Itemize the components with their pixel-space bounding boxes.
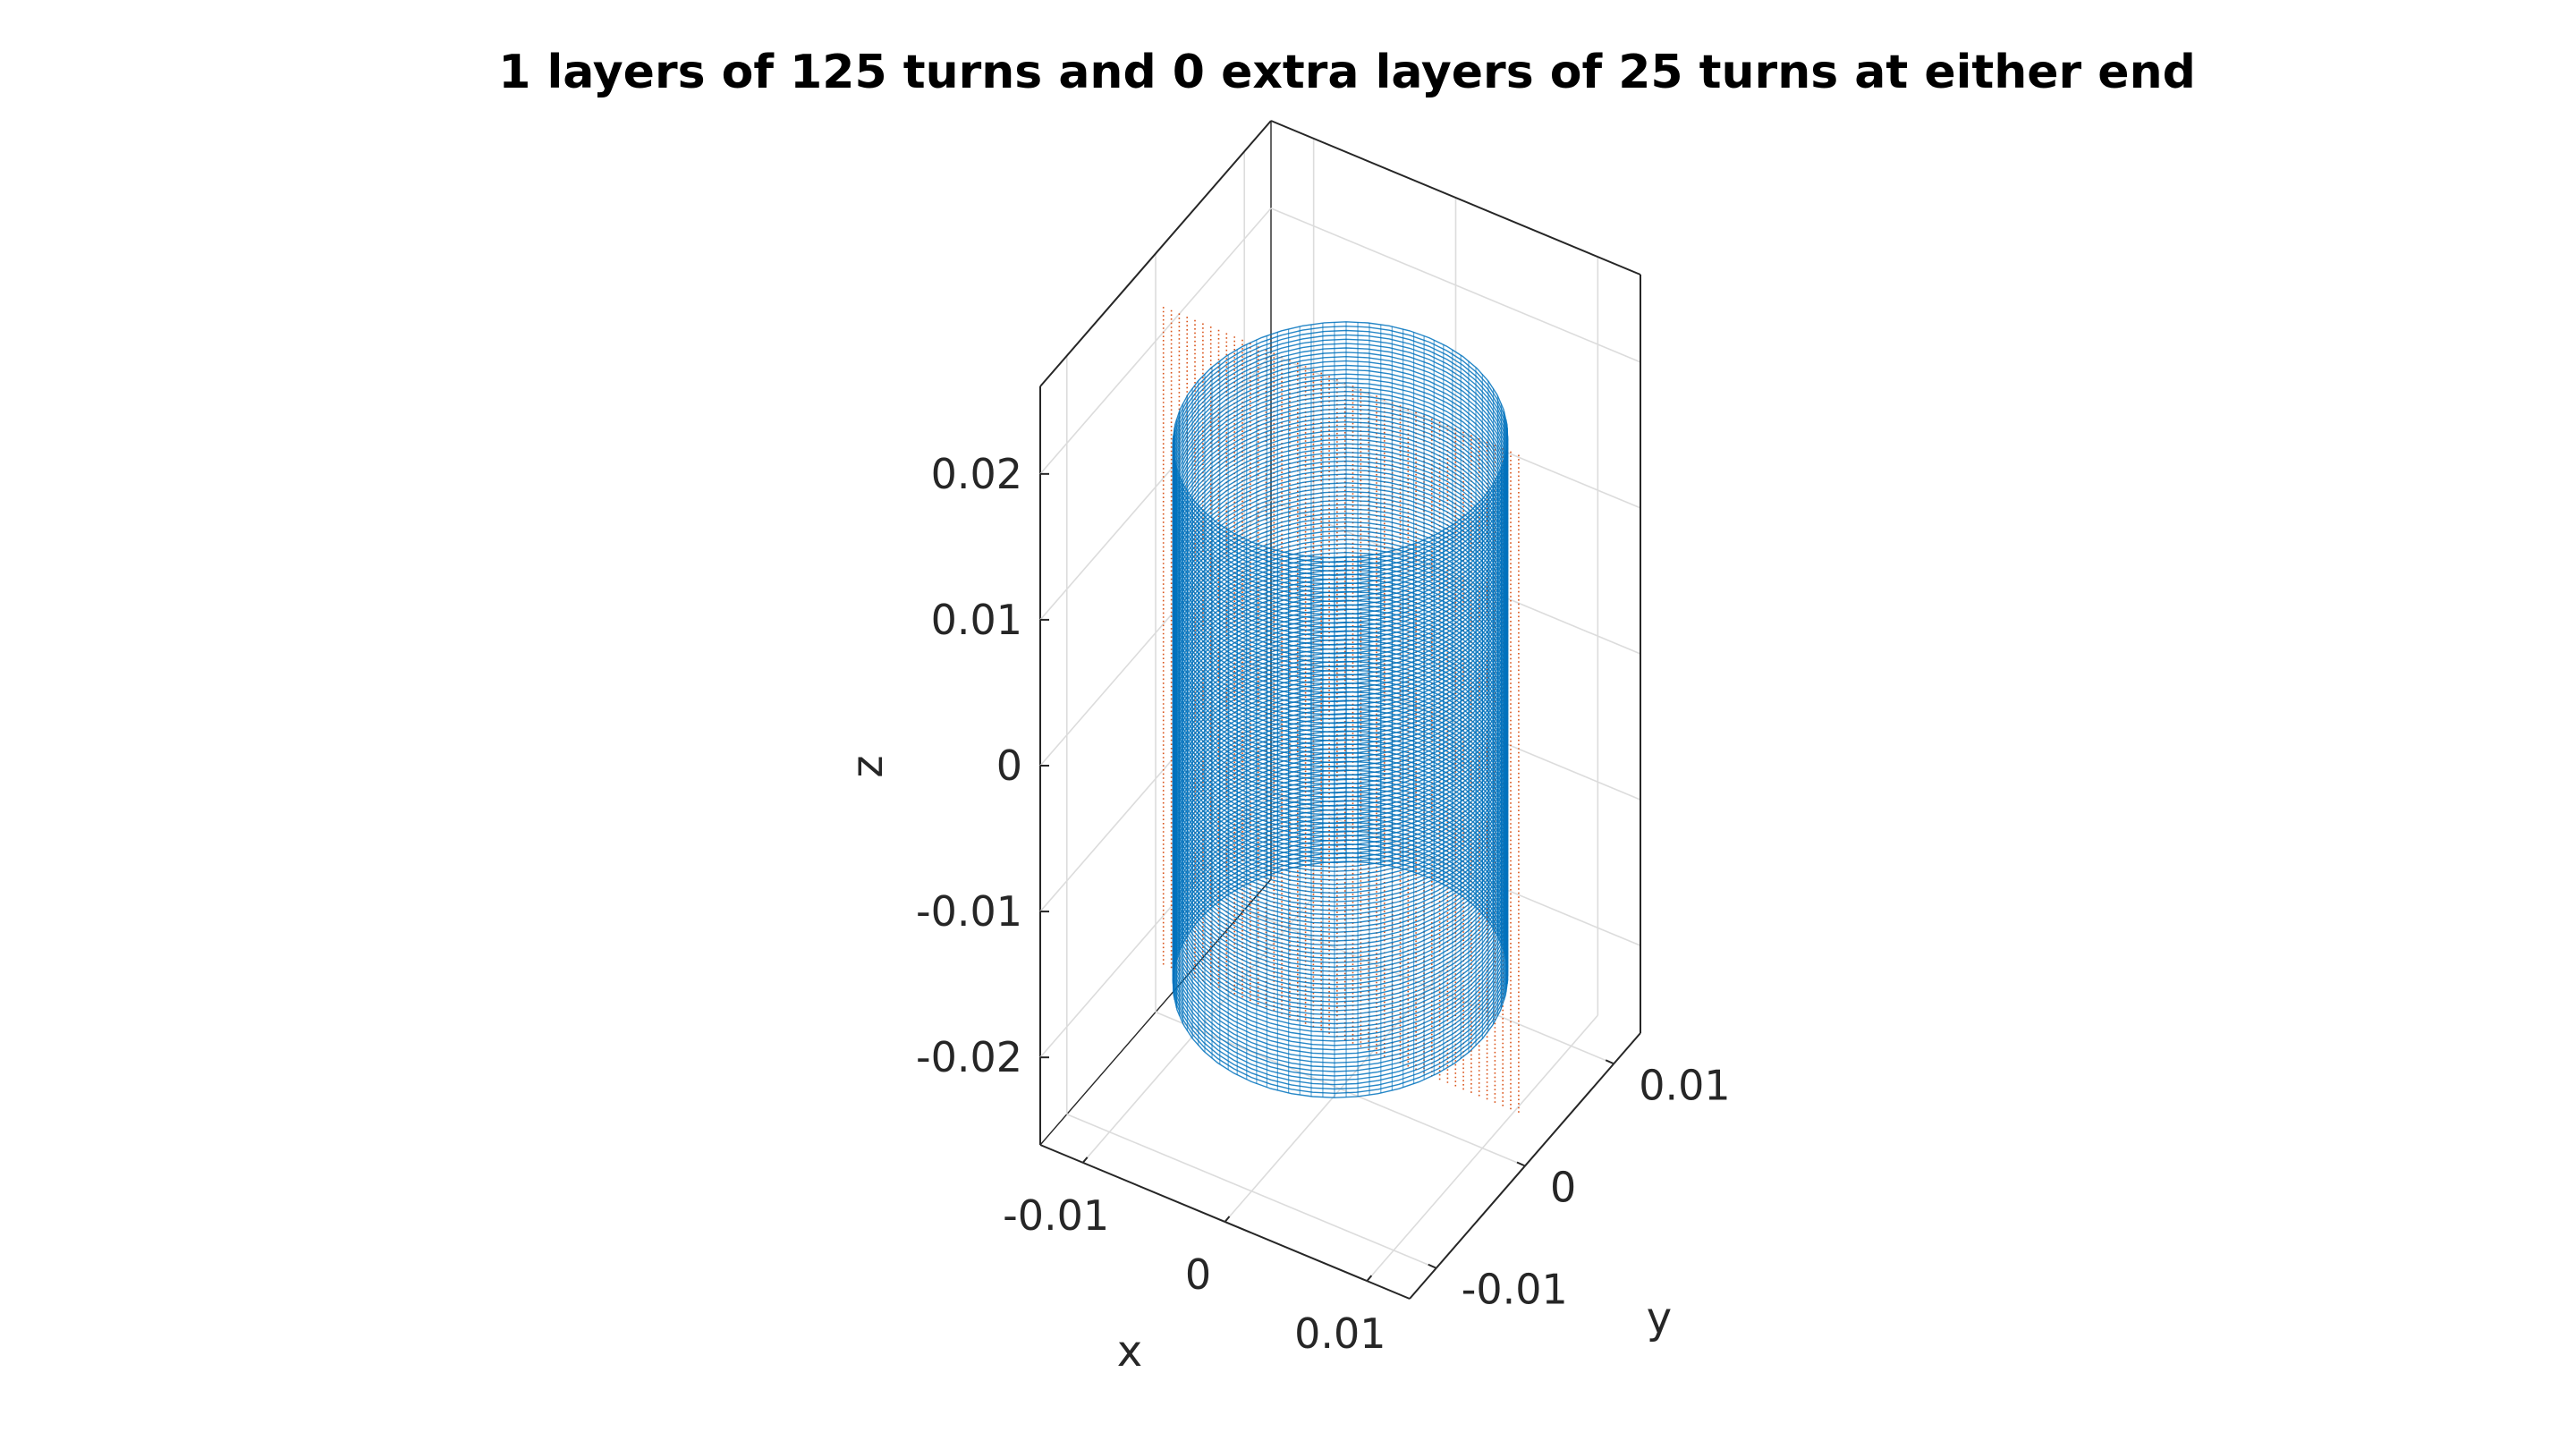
red-point-column — [1399, 405, 1402, 1063]
red-point-column — [1415, 411, 1417, 1071]
y-tick-mark — [1516, 1161, 1526, 1167]
z-tick-label: -0.02 — [916, 1033, 1022, 1081]
red-point-column — [1510, 451, 1512, 1110]
y-tick-label: 0 — [1550, 1164, 1576, 1212]
axes-front-box — [1039, 120, 1641, 1033]
red-point-column — [1343, 382, 1346, 1041]
z-tick-label: 0 — [996, 741, 1022, 790]
grid-line-y-floor — [1243, 909, 1614, 1065]
red-point-column — [1170, 309, 1173, 969]
grid-line-z-side — [1039, 645, 1272, 912]
tick-labels: -0.02 -0.01 0 0.01 0.02 -0.01 0 0.01 -0.01 0 0.01 — [916, 450, 1731, 1358]
y-axis-label: y — [1647, 1293, 1672, 1343]
grid-line-z-back — [1270, 208, 1641, 363]
x-tick-mark — [1081, 1157, 1089, 1164]
z-tick-label: -0.01 — [916, 887, 1022, 936]
z-tick-label: 0.01 — [931, 596, 1022, 644]
x-tick-mark — [1366, 1275, 1373, 1282]
red-point-column — [1162, 307, 1165, 965]
red-point-column — [1281, 356, 1283, 1014]
grid-line-z-side — [1039, 208, 1272, 475]
y-tick-label: -0.01 — [1462, 1266, 1568, 1314]
x-axis-label: x — [1117, 1326, 1142, 1377]
grid-line-z-back — [1270, 791, 1641, 946]
red-point-column — [1518, 454, 1520, 1113]
grid-line-z-back — [1270, 499, 1641, 655]
series-blue-coil — [1172, 321, 1509, 1098]
box-edge-top-left — [1039, 120, 1272, 387]
z-axis-label: z — [843, 755, 893, 777]
chart-title: 1 layers of 125 turns and 0 extra layers… — [498, 46, 2196, 99]
z-tick-label: 0.02 — [931, 450, 1022, 498]
grid-line-y-floor — [1066, 1113, 1437, 1269]
x-tick-label: 0.01 — [1294, 1309, 1385, 1358]
y-tick-label: 0.01 — [1639, 1061, 1730, 1109]
tick-marks — [1040, 472, 1614, 1282]
box-edge-top-back — [1270, 120, 1641, 275]
red-point-column — [1384, 399, 1385, 1057]
x-tick-label: 0 — [1185, 1250, 1211, 1299]
y-tick-mark — [1428, 1263, 1437, 1269]
grid-line-z-side — [1039, 353, 1272, 621]
x-tick-label: -0.01 — [1003, 1191, 1109, 1240]
x-tick-mark — [1224, 1216, 1231, 1223]
y-tick-mark — [1605, 1059, 1614, 1065]
